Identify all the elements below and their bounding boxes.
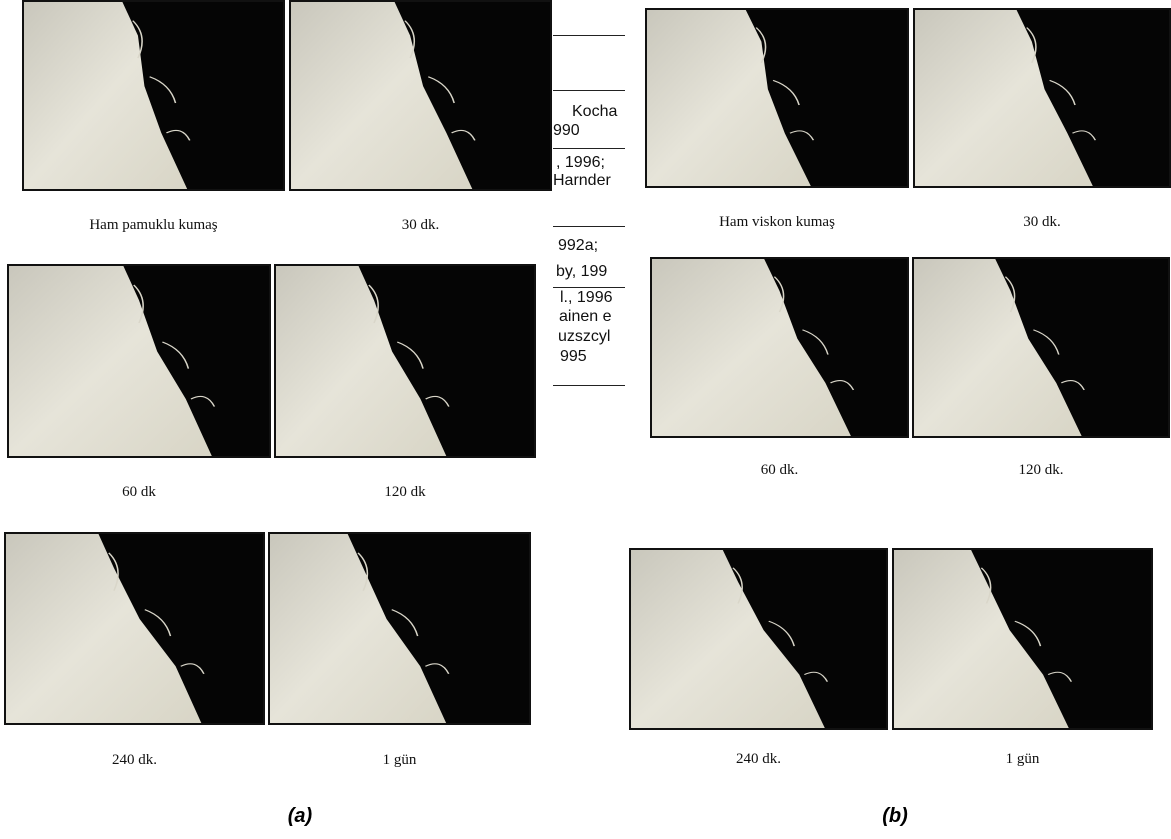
caption: Ham pamuklu kumaş	[89, 217, 218, 233]
caption: 1 gün	[382, 752, 417, 768]
caption: 30 dk.	[401, 217, 440, 233]
caption: 60 dk.	[760, 462, 799, 478]
fabric-photo	[22, 0, 285, 191]
rule-line	[553, 226, 625, 227]
fabric-image	[631, 550, 829, 728]
fabric-photo	[274, 264, 536, 458]
text-fragment: 995	[560, 348, 587, 365]
text-fragment: ainen e	[559, 308, 612, 325]
fabric-photo	[913, 8, 1171, 188]
caption: 1 gün	[1005, 751, 1040, 767]
fabric-photo	[268, 532, 531, 725]
fabric-image	[270, 534, 450, 723]
figure-label: (a)	[287, 805, 313, 827]
rule-line	[553, 287, 625, 288]
text-fragment: 990	[553, 122, 580, 139]
text-fragment: Harnder	[553, 172, 611, 189]
figure-label: (b)	[882, 805, 908, 827]
fabric-image	[652, 259, 855, 436]
fabric-photo	[629, 548, 888, 730]
rule-line	[553, 90, 625, 91]
fabric-photo	[892, 548, 1153, 730]
text-fragment: Kocha	[572, 103, 618, 120]
fabric-image	[6, 534, 205, 723]
text-fragment: 992a;	[558, 237, 599, 254]
fabric-photo	[289, 0, 552, 191]
rule-line	[553, 385, 625, 386]
fabric-image	[24, 2, 191, 189]
fabric-image	[291, 2, 476, 189]
fabric-photo	[650, 257, 909, 438]
rule-line	[553, 35, 625, 36]
fabric-image	[894, 550, 1073, 728]
background-text: Kocha 990 , 1996; Harnder 992a; by, 199 l., 19…	[553, 0, 625, 400]
caption: 120 dk.	[1018, 462, 1064, 478]
caption: 120 dk	[384, 484, 426, 500]
fabric-photo	[4, 532, 265, 725]
caption: 60 dk	[122, 484, 156, 500]
rule-line	[553, 148, 625, 149]
caption: 240 dk.	[112, 752, 157, 768]
text-fragment: l., 1996	[560, 289, 613, 306]
fabric-image	[9, 266, 216, 456]
fabric-photo	[645, 8, 909, 188]
caption: 30 dk.	[1023, 214, 1061, 230]
fabric-photo	[912, 257, 1170, 438]
text-fragment: uzszcyl	[558, 328, 611, 345]
caption: Ham viskon kumaş	[719, 214, 835, 230]
caption: 240 dk.	[736, 751, 781, 767]
fabric-image	[276, 266, 450, 456]
fabric-photo	[7, 264, 271, 458]
fabric-image	[914, 259, 1085, 436]
fabric-image	[647, 10, 815, 186]
fabric-image	[915, 10, 1097, 186]
text-fragment: , 1996;	[556, 154, 605, 171]
text-fragment: by, 199	[556, 263, 608, 280]
